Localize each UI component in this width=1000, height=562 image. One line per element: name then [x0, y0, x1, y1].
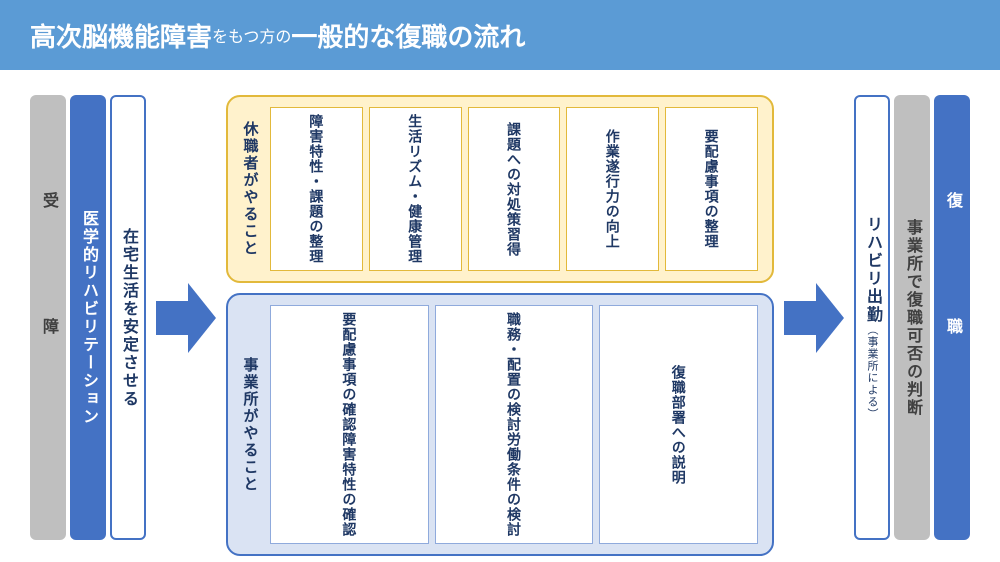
- center-panels: 休職者がやること 障害特性・課題の整理生活リズム・健康管理課題への対処策習得作業…: [226, 95, 774, 540]
- panel-employer: 事業所がやること 要配慮事項の確認障害特性の確認職務・配置の検討労働条件の検討復…: [226, 293, 774, 556]
- employee-item-3: 作業遂行力の向上: [566, 107, 659, 271]
- left-bar-group: 受障医学的リハビリテーション在宅生活を安定させる: [30, 95, 146, 540]
- header-part2: をもつ方の: [212, 23, 291, 47]
- left-bar-1: 医学的リハビリテーション: [70, 95, 106, 540]
- panel-employee: 休職者がやること 障害特性・課題の整理生活リズム・健康管理課題への対処策習得作業…: [226, 95, 774, 283]
- right-bar-group: リハビリ出勤（事業所による） 事業所で復職可否の判断復職: [854, 95, 970, 540]
- left-bar-1-text: 医学的リハビリテーション: [76, 210, 100, 426]
- left-bar-0-text: 受障: [36, 192, 60, 444]
- panel-employer-label: 事業所がやること: [238, 305, 262, 544]
- employer-item-1-line-1: 労働条件の検討: [504, 432, 524, 537]
- arrow-1: [156, 283, 216, 353]
- left-bar-0: 受障: [30, 95, 66, 540]
- left-bar-2-text: 在宅生活を安定させる: [116, 228, 140, 408]
- left-bar-2: 在宅生活を安定させる: [110, 95, 146, 540]
- employee-item-2: 課題への対処策習得: [468, 107, 561, 271]
- employee-item-1: 生活リズム・健康管理: [369, 107, 462, 271]
- employer-item-2-line-0: 復職部署への説明: [669, 365, 689, 485]
- right-bar-0: リハビリ出勤（事業所による）: [854, 95, 890, 540]
- employer-item-0-line-0: 要配慮事項の確認: [339, 312, 359, 432]
- header-part3: 一般的な復職の流れ: [291, 17, 525, 54]
- panel-employer-items: 要配慮事項の確認障害特性の確認職務・配置の検討労働条件の検討復職部署への説明: [270, 305, 758, 544]
- employer-item-0-line-1: 障害特性の確認: [339, 432, 359, 537]
- right-bar-1: 事業所で復職可否の判断: [894, 95, 930, 540]
- flow-content: 受障医学的リハビリテーション在宅生活を安定させる 休職者がやること 障害特性・課…: [0, 70, 1000, 550]
- employer-item-1: 職務・配置の検討労働条件の検討: [435, 305, 594, 544]
- right-bar-2: 復職: [934, 95, 970, 540]
- panel-employee-label: 休職者がやること: [238, 107, 262, 271]
- panel-employee-items: 障害特性・課題の整理生活リズム・健康管理課題への対処策習得作業遂行力の向上要配慮…: [270, 107, 758, 271]
- header: 高次脳機能障害 をもつ方の 一般的な復職の流れ: [0, 0, 1000, 70]
- employer-item-0: 要配慮事項の確認障害特性の確認: [270, 305, 429, 544]
- right-bar-0-sub: （事業所による）: [864, 324, 880, 420]
- employee-item-4: 要配慮事項の整理: [665, 107, 758, 271]
- right-bar-1-text: 事業所で復職可否の判断: [900, 219, 924, 417]
- right-bar-0-text: リハビリ出勤: [860, 216, 884, 324]
- employee-item-0: 障害特性・課題の整理: [270, 107, 363, 271]
- employer-item-1-line-0: 職務・配置の検討: [504, 312, 524, 432]
- employer-item-2: 復職部署への説明: [599, 305, 758, 544]
- right-bar-2-text: 復職: [940, 192, 964, 444]
- header-part1: 高次脳機能障害: [30, 17, 212, 54]
- arrow-2: [784, 283, 844, 353]
